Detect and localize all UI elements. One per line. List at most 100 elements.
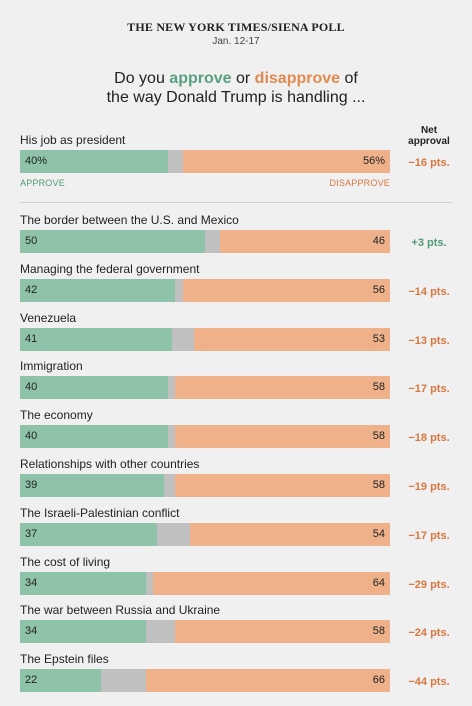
row-label: Immigration — [20, 359, 83, 373]
row-label: The cost of living — [20, 555, 111, 569]
net-approval-value: −17 pts. — [408, 530, 450, 542]
no-opinion-segment — [145, 620, 176, 643]
question-approve-word: approve — [169, 70, 232, 87]
disapprove-value-label: 58 — [372, 430, 385, 442]
approve-value-label: 42 — [25, 284, 38, 296]
disapprove-segment — [175, 425, 390, 448]
disapprove-segment — [219, 230, 390, 253]
approval-bar: 50 46 — [20, 230, 390, 253]
approve-segment — [20, 376, 168, 399]
approval-bar: 34 64 — [20, 572, 390, 595]
poll-source: THE NEW YORK TIMES/SIENA POLL — [127, 20, 345, 34]
net-approval-value: −44 pts. — [408, 676, 450, 688]
row-label: Managing the federal government — [20, 262, 200, 276]
net-approval-value: −17 pts. — [408, 383, 450, 395]
approve-segment — [20, 230, 205, 253]
approve-segment — [20, 425, 168, 448]
disapprove-value-label: 56% — [362, 155, 385, 167]
approve-value-label: 37 — [25, 528, 38, 540]
approve-segment — [20, 620, 146, 643]
question-text-3: of — [340, 70, 358, 87]
disapprove-segment — [182, 279, 390, 302]
approve-value-label: 34 — [25, 577, 38, 589]
disapprove-segment — [182, 150, 390, 173]
no-opinion-segment — [164, 474, 176, 497]
legend-approve: APPROVE — [20, 178, 65, 188]
approve-value-label: 34 — [25, 625, 38, 637]
no-opinion-segment — [168, 425, 176, 448]
disapprove-value-label: 58 — [372, 479, 385, 491]
no-opinion-segment — [175, 279, 183, 302]
approve-value-label: 39 — [25, 479, 38, 491]
row-label: Relationships with other countries — [20, 457, 200, 471]
disapprove-segment — [175, 620, 390, 643]
approve-segment — [20, 572, 146, 595]
approval-bar: 40% 56% — [20, 150, 390, 173]
approve-segment — [20, 523, 157, 546]
approve-value-label: 41 — [25, 333, 38, 345]
row-label: Venezuela — [20, 311, 77, 325]
net-approval-value: −13 pts. — [408, 335, 450, 347]
net-approval-header-line1: Net — [420, 125, 438, 136]
disapprove-segment — [190, 523, 390, 546]
disapprove-segment — [175, 376, 390, 399]
row-label: The war between Russia and Ukraine — [20, 603, 221, 617]
disapprove-value-label: 54 — [372, 528, 385, 540]
row-label: The economy — [20, 408, 93, 422]
net-approval-value: −19 pts. — [408, 481, 450, 493]
net-approval-header-line2: approval — [408, 136, 450, 147]
net-approval-value: −24 pts. — [408, 627, 450, 639]
disapprove-value-label: 66 — [372, 674, 385, 686]
net-approval-header: Net approval — [405, 125, 453, 147]
approval-bar: 40 58 — [20, 425, 390, 448]
approval-bar: 37 54 — [20, 523, 390, 546]
approve-segment — [20, 669, 102, 692]
question-disapprove-word: disapprove — [254, 70, 341, 87]
approve-segment — [20, 150, 168, 173]
legend-disapprove: DISAPPROVE — [329, 178, 390, 188]
disapprove-value-label: 56 — [372, 284, 385, 296]
approval-bar: 34 58 — [20, 620, 390, 643]
net-approval-value: +3 pts. — [411, 237, 447, 249]
approval-bar: 40 58 — [20, 376, 390, 399]
net-approval-value: −16 pts. — [408, 157, 450, 169]
net-approval-value: −14 pts. — [408, 286, 450, 298]
no-opinion-segment — [205, 230, 220, 253]
approval-bar: 39 58 — [20, 474, 390, 497]
approval-bar: 22 66 — [20, 669, 390, 692]
row-label: The Israeli-Palestinian conflict — [20, 506, 180, 520]
disapprove-segment — [145, 669, 390, 692]
approve-segment — [20, 474, 165, 497]
net-approval-value: −29 pts. — [408, 579, 450, 591]
disapprove-segment — [175, 474, 390, 497]
disapprove-value-label: 58 — [372, 625, 385, 637]
disapprove-value-label: 58 — [372, 381, 385, 393]
no-opinion-segment — [156, 523, 191, 546]
disapprove-value-label: 46 — [372, 235, 385, 247]
disapprove-segment — [153, 572, 390, 595]
approve-value-label: 40% — [25, 155, 48, 167]
question-text-line2: the way Donald Trump is handling ... — [106, 89, 366, 106]
question-text-1: Do you — [114, 70, 170, 87]
no-opinion-segment — [168, 376, 176, 399]
poll-date: Jan. 12-17 — [212, 36, 260, 47]
approval-bar: 41 53 — [20, 328, 390, 351]
approve-segment — [20, 279, 176, 302]
net-approval-value: −18 pts. — [408, 432, 450, 444]
question-title: Do you approve or disapprove of the way … — [0, 69, 472, 107]
question-text-2: or — [231, 70, 255, 87]
disapprove-value-label: 53 — [372, 333, 385, 345]
divider — [20, 202, 452, 203]
row-label: The Epstein files — [20, 652, 109, 666]
disapprove-value-label: 64 — [372, 577, 385, 589]
approval-bar: 42 56 — [20, 279, 390, 302]
approve-value-label: 22 — [25, 674, 38, 686]
no-opinion-segment — [145, 572, 154, 595]
no-opinion-segment — [168, 150, 183, 173]
approve-value-label: 40 — [25, 430, 38, 442]
approve-segment — [20, 328, 172, 351]
no-opinion-segment — [171, 328, 194, 351]
approve-value-label: 40 — [25, 381, 38, 393]
row-label: His job as president — [20, 133, 126, 147]
no-opinion-segment — [101, 669, 146, 692]
